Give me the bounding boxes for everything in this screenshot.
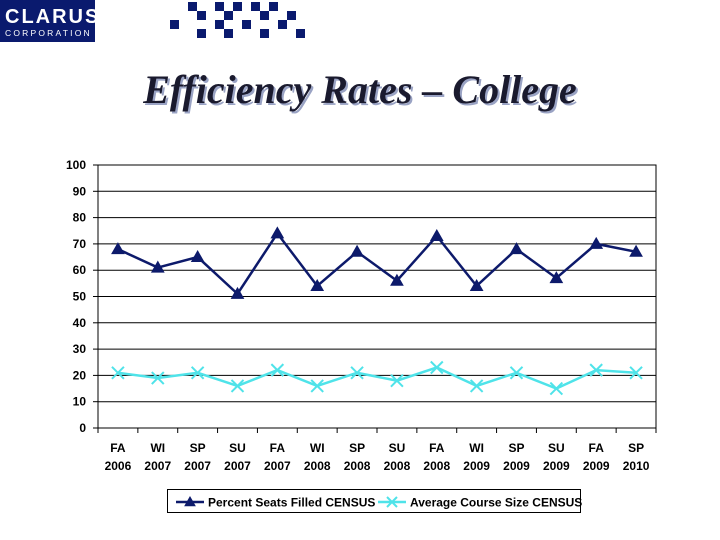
x-tick-label: 2008 [384,459,411,473]
y-tick-label: 30 [73,342,87,356]
data-point [184,495,196,507]
data-point [549,381,564,396]
data-point [390,273,404,286]
data-point [350,366,364,380]
x-tick-label: 2010 [623,459,650,473]
data-point [230,286,245,299]
data-point [111,242,125,255]
x-tick-label: 2007 [264,459,291,473]
x-tick-label: 2008 [344,459,371,473]
y-tick-label: 90 [73,184,87,198]
data-point [270,363,285,377]
data-point [509,242,524,255]
data-point [310,278,325,291]
data-point [430,360,444,375]
x-tick-label: SP [349,441,365,455]
y-tick-label: 80 [73,211,87,225]
x-tick-label: 2007 [224,459,251,473]
x-tick-label: FA [110,441,126,455]
x-tick-label: 2009 [583,459,610,473]
x-tick-label: FA [429,441,445,455]
x-tick-label: 2009 [543,459,570,473]
data-point [151,371,165,385]
y-tick-label: 20 [73,368,87,382]
data-point [386,496,398,508]
data-point [150,260,165,273]
x-tick-label: SU [229,441,246,455]
logo-name: CLARUS [5,6,101,28]
data-point [629,244,643,257]
x-tick-label: FA [589,441,605,455]
line-chart: 0 10 20 30 40 50 60 70 80 90 100 FA 2006 WI 2007 SP 2007… [66,158,657,473]
x-tick-label: SP [628,441,644,455]
data-point [270,226,285,239]
data-point [429,229,444,242]
data-point [190,250,205,263]
x-tick-label: 2006 [105,459,132,473]
logo-subtitle: CORPORATION [5,28,92,38]
x-tick-label: WI [310,441,325,455]
x-tick-label: 2007 [184,459,211,473]
data-point [230,379,245,393]
x-tick-label: FA [270,441,286,455]
x-tick-label: SP [190,441,206,455]
company-logo: CLARUS CORPORATION [0,0,98,42]
x-tick-label: WI [469,441,484,455]
data-point [190,366,205,380]
x-tick-label: 2008 [423,459,450,473]
x-tick-label: 2008 [304,459,331,473]
legend-label: Percent Seats Filled CENSUS [208,496,375,510]
x-tick-label: 2009 [503,459,530,473]
series-line-1 [117,231,637,296]
data-point [589,363,603,377]
checker-pattern-decoration [170,2,305,38]
x-tick-label: SP [508,441,524,455]
data-point [589,236,604,249]
data-point [350,244,364,257]
data-point [111,366,125,380]
series-line-2 [117,366,637,390]
data-point [509,366,524,380]
header-band: CLARUS CORPORATION [0,0,720,44]
x-tick-label: SU [389,441,406,455]
y-tick-label: 40 [73,316,87,330]
y-tick-label: 60 [73,263,87,277]
data-point [549,271,564,284]
y-tick-label: 10 [73,395,87,409]
y-tick-label: 50 [73,290,87,304]
data-point [390,373,404,388]
data-point [469,278,484,291]
y-tick-label: 70 [73,237,87,251]
y-tick-label: 0 [79,421,86,435]
y-tick-label: 100 [66,158,86,172]
data-point [469,379,484,393]
x-tick-label: SU [548,441,565,455]
chart-legend: Percent Seats Filled CENSUS Average Cours… [167,489,582,513]
data-point [310,379,324,393]
data-point [629,366,643,380]
x-tick-label: 2007 [144,459,171,473]
legend-label: Average Course Size CENSUS [410,496,582,510]
x-tick-label: 2009 [463,459,490,473]
slide-title: Efficiency Rates – College [143,67,577,112]
x-tick-label: WI [150,441,165,455]
